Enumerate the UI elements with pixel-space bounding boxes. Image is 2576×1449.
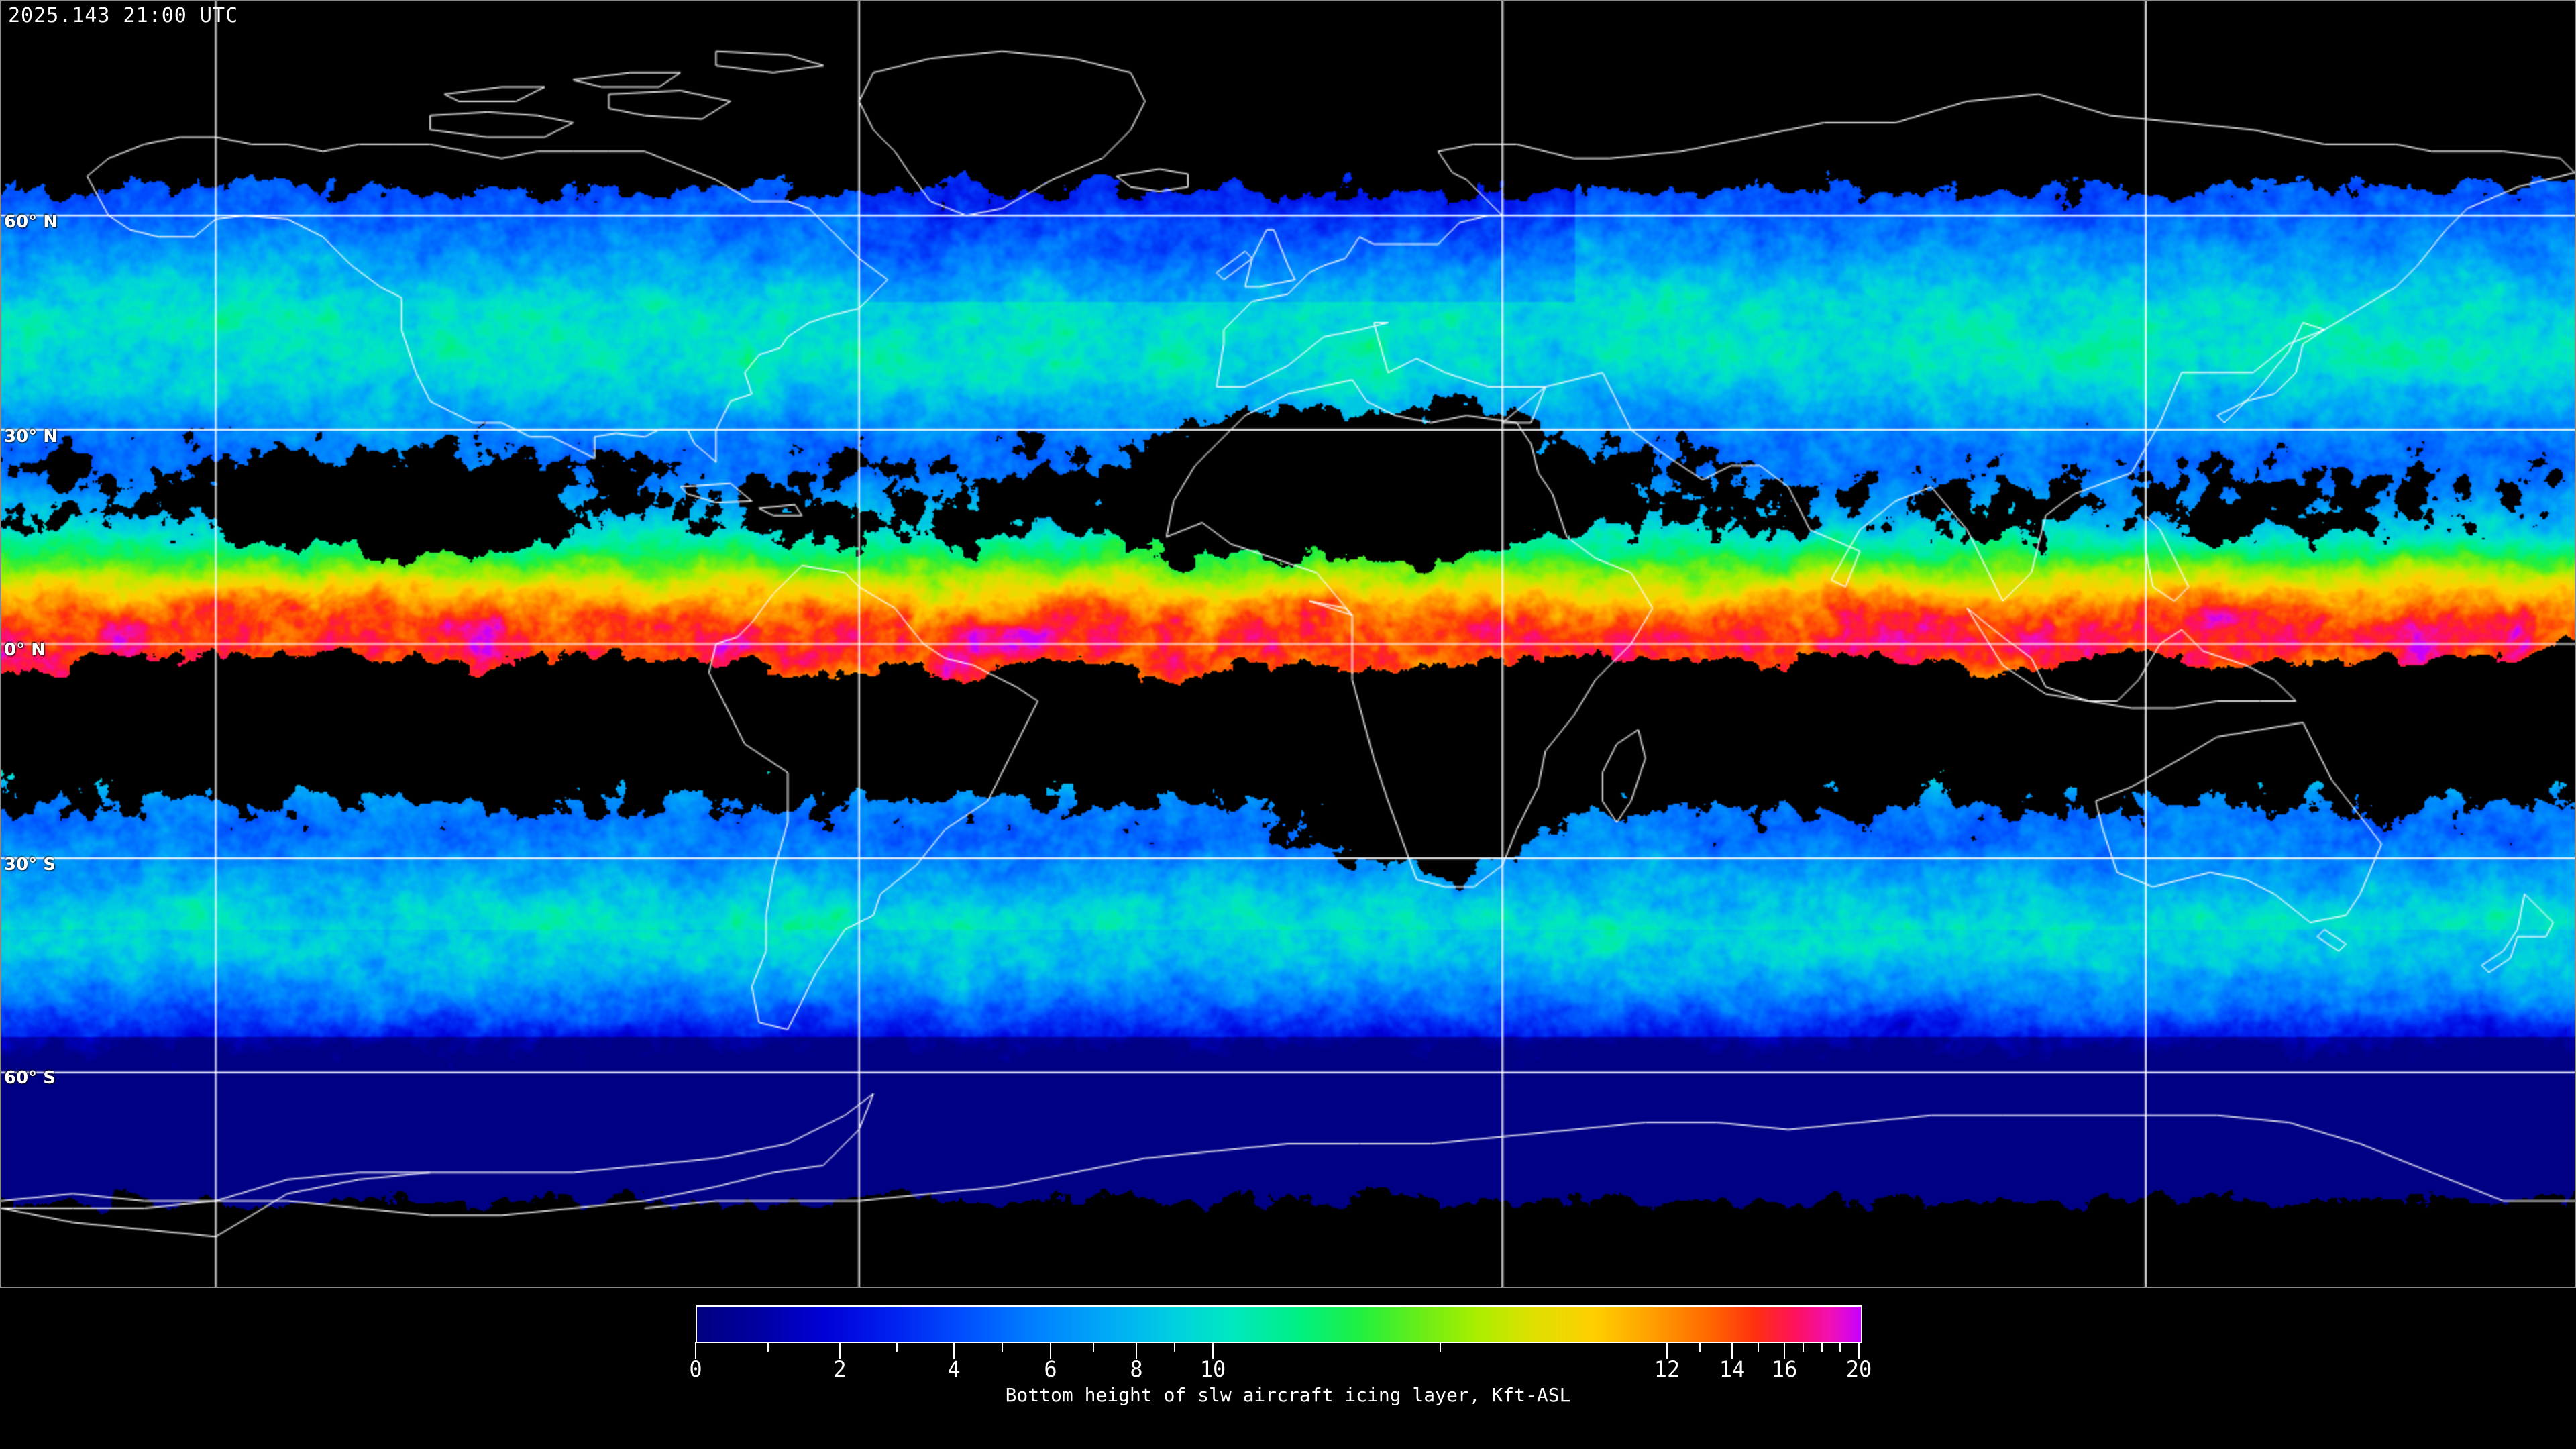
lat-label-60n: 60° N: [4, 212, 58, 232]
timestamp-label: 2025.143 21:00 UTC: [8, 4, 239, 28]
lat-label-30n: 30° N: [4, 427, 58, 447]
icing-field-canvas[interactable]: [1, 1, 2575, 1287]
lat-label-60s: 60° S: [4, 1068, 56, 1088]
lat-label-30s: 30° S: [4, 855, 56, 875]
colorbar-gradient: [697, 1307, 1861, 1342]
colorbar-caption: Bottom height of slw aircraft icing laye…: [1005, 1384, 1571, 1406]
colorbar-swatch[interactable]: [696, 1305, 1862, 1343]
lat-label-0n: 0° N: [4, 640, 46, 660]
colorbar-block: [0, 1288, 2576, 1449]
world-map-panel[interactable]: 60° N 30° N 0° N 30° S 60° S 2025.143 21…: [0, 0, 2576, 1288]
